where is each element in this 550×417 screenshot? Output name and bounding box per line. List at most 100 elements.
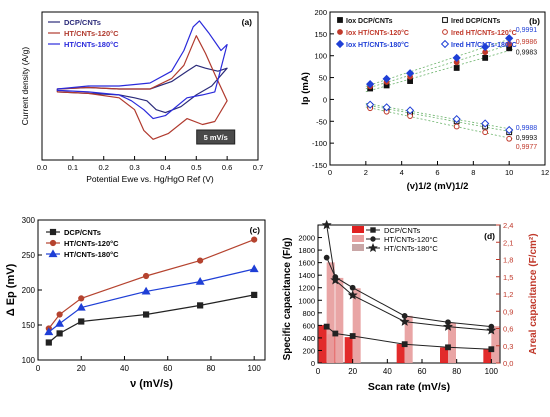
panel-b-r2-label-3: 0,9983 [516, 49, 538, 56]
panel-a-series-3-loop [56, 20, 228, 120]
panel-b-y-tick-label: 100 [314, 52, 327, 61]
panel-b-point-s6-5 [481, 119, 490, 128]
panel-c-y-tick-label: 200 [22, 286, 36, 295]
panel-c-point-s1-3 [78, 318, 85, 325]
panel-d-legend-marker-2 [370, 236, 376, 242]
panel-c-legend-label-3: HT/CNTs-180°C [64, 250, 119, 259]
panel-d-bar-s1-1 [318, 325, 327, 363]
panel-a-y-axis-title: Current density (A/g) [20, 47, 30, 126]
panel-d-y-tick-label: 800 [302, 309, 315, 318]
panel-d-legend-marker-1 [370, 227, 376, 233]
panel-b-legend-label-4: Ired HT/CNTs-120°C [451, 29, 517, 37]
panel-d-y-tick-label: 400 [302, 334, 315, 343]
panel-b-x-tick-label: 2 [364, 168, 368, 177]
panel-d-bar-s1-5 [440, 347, 448, 363]
panel-b-point-s4-6 [506, 135, 513, 142]
panel-d-point-s3-3 [347, 290, 358, 300]
panel-c-legend-marker-2 [49, 239, 57, 247]
panel-b-x-tick-label: 8 [471, 168, 475, 177]
panel-a-x-axis-title: Potential Ewe vs. Hg/HgO Ref (V) [86, 174, 214, 184]
panel-b-legend-marker-6 [440, 39, 450, 49]
panel-d-y2-tick-label: 1,8 [503, 256, 513, 265]
panel-c-label: (c) [250, 225, 261, 235]
panel-b-fit-line-3 [365, 43, 513, 90]
panel-d-bar-s1-3 [344, 337, 353, 363]
panel-c-point-s1-5 [197, 302, 204, 309]
panel-a-series-1-loop [56, 64, 228, 114]
panel-a-annotation-box [196, 129, 236, 145]
panel-d-x-tick-label: 100 [485, 367, 499, 376]
panel-b-point-s6-6 [505, 125, 514, 135]
panel-d-y-tick-label: 1200 [298, 284, 315, 293]
panel-c-legend-label-1: DCP/CNTs [64, 228, 101, 237]
panel-d-y2-tick-label: 0,9 [503, 307, 513, 316]
panel-b-point-s1-4 [453, 65, 460, 71]
panel-c-x-axis-title: ν (mV/s) [130, 378, 173, 390]
panel-d-y-tick-label: 1000 [298, 296, 315, 305]
panel-b-legend-label-1: Iox DCP/CNTs [346, 18, 393, 25]
panel-b-legend-marker-1 [337, 17, 343, 23]
panel-d-y2-tick-label: 1,2 [503, 290, 513, 299]
panel-b-point-s5-6 [505, 34, 514, 43]
panel-b-point-s6-2 [382, 103, 391, 112]
panel-b-x-tick-label: 0 [328, 168, 332, 177]
panel-d-bar-s2-5 [448, 322, 456, 363]
panel-b-y-axis-title: Ip (mA) [300, 72, 311, 105]
panel-d-y-tick-label: 1400 [298, 271, 315, 280]
panel-b-legend-marker-2 [442, 17, 448, 23]
panel-d-point-s2-3 [349, 284, 356, 291]
panel-c-x-tick-label: 40 [120, 364, 129, 373]
panel-d-bar-s2-3 [352, 288, 361, 363]
panel-c-legend-marker-1 [49, 228, 57, 236]
panel-d-x-tick-label: 60 [418, 367, 427, 376]
panel-b-y-tick-label: -100 [312, 139, 327, 148]
panel-d-y2-tick-label: 0,3 [503, 342, 513, 351]
panel-b-x-tick-label: 10 [505, 168, 513, 177]
panel-c-point-s3-1 [44, 327, 54, 336]
panel-c-point-s1-1 [45, 339, 52, 346]
panel-c-x-tick-label: 60 [163, 364, 172, 373]
panel-c-legend-label-2: HT/CNTs-120°C [64, 239, 119, 248]
panel-d-legend-label-3: HT/CNTs-180°C [384, 244, 438, 253]
panel-c-point-s3-3 [76, 302, 86, 311]
panel-c-x-tick-label: 100 [248, 364, 262, 373]
panel-d-point-s1-2 [332, 330, 339, 337]
panel-a-x-tick-label: 0.6 [222, 163, 232, 172]
panel-b-point-s5-5 [481, 42, 490, 52]
panel-a-legend-label-2: HT/CNTs-120°C [64, 29, 119, 38]
panel-d-y2-tick-label: 1,5 [503, 273, 513, 282]
panel-a-label: (a) [242, 17, 253, 27]
panel-d-point-s1-4 [401, 341, 408, 348]
panel-a: 0.0 0.1 0.2 0.3 0.4 0.5 0.6 0.7 Potential Ewe vs… [20, 11, 263, 184]
panel-b-legend-label-6: Ired HT/CNTs-180°C [451, 41, 517, 49]
panel-d-bar-s2-6 [491, 326, 500, 363]
panel-a-annotation: 5 mV/s [204, 133, 228, 142]
panel-b-r2-label-6: 0,9977 [516, 144, 538, 151]
panel-b-label: (b) [529, 16, 540, 26]
panel-d-bar-s1-4 [396, 344, 405, 363]
panel-d-y-tick-label: 0 [311, 359, 315, 368]
panel-a-x-tick-label: 0.0 [37, 163, 47, 172]
panel-c-point-s1-4 [142, 311, 150, 318]
panel-d-legend-label-1: DCP/CNTs [384, 226, 421, 235]
panel-b-legend-label-2: Ired DCP/CNTs [451, 18, 500, 25]
panel-b-y-tick-label: 50 [319, 74, 327, 83]
panel-d-bar-s2-2 [335, 277, 344, 363]
panel-c-point-s3-2 [55, 319, 65, 327]
panel-a-x-tick-label: 0.2 [98, 163, 108, 172]
panel-c-point-s1-6 [251, 291, 258, 298]
panel-b-y-tick-label: 200 [314, 8, 327, 17]
panel-d-series-3-line [326, 224, 492, 331]
panel-d-x-tick-label: 20 [348, 367, 357, 376]
panel-d-bar-s1-6 [483, 348, 492, 363]
panel-d-point-s3-5 [443, 321, 453, 331]
panel-d-y2-tick-label: 2,4 [503, 221, 513, 230]
panel-b-point-s6-1 [366, 100, 375, 109]
panel-c-y-tick-label: 250 [22, 251, 36, 260]
panel-c-point-s3-4 [141, 286, 151, 295]
panel-c-y-tick-label: 300 [22, 216, 36, 225]
panel-d: 02004006008001000120014001600180020000,0… [282, 219, 539, 393]
panel-d-y-tick-label: 600 [302, 321, 315, 330]
panel-d-legend-bar-swatch-3 [352, 244, 364, 251]
